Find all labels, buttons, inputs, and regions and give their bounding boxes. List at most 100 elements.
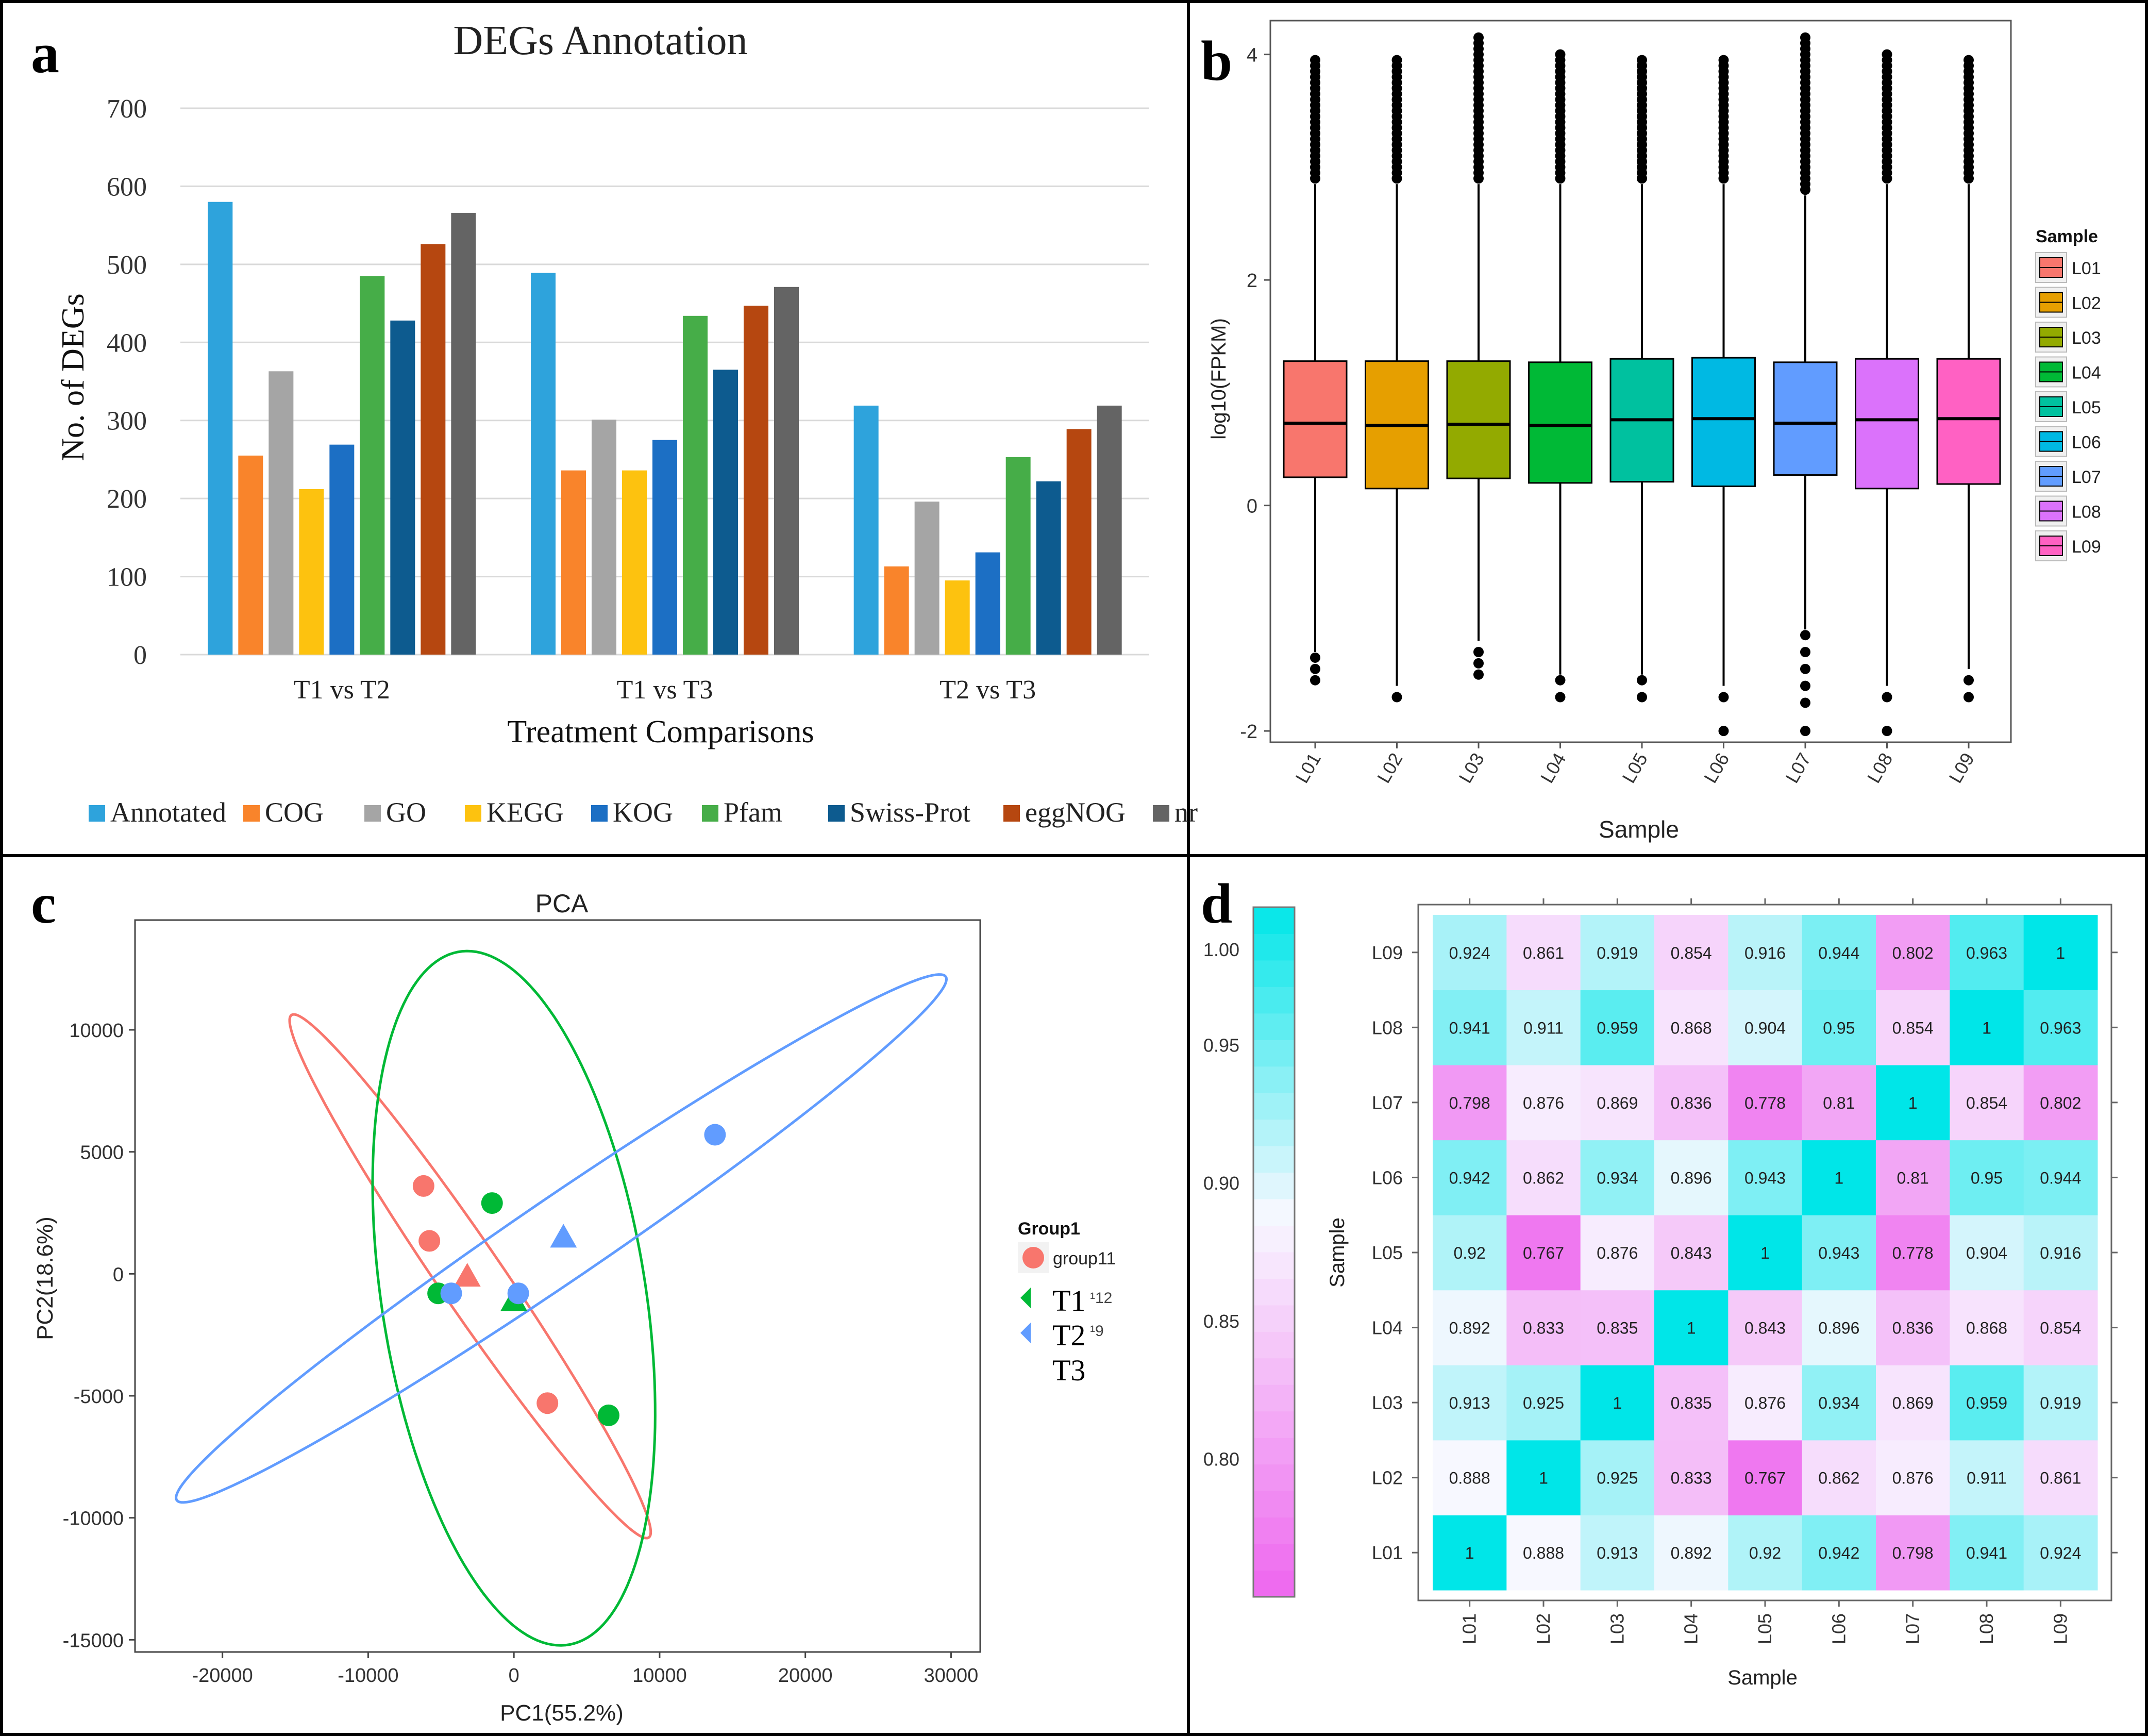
heatmap-cell: [1506, 1365, 1581, 1441]
heatmap-cell: [1654, 1515, 1729, 1591]
heatmap-cell: [1950, 915, 2024, 991]
legend-item: KEGG: [465, 797, 564, 828]
heatmap-cell: [1876, 915, 1950, 991]
legend-label: L03: [2072, 328, 2101, 348]
heatmap-cell: [1802, 1440, 1876, 1515]
legend-item: L01: [2035, 252, 2101, 283]
pca-point-t1: [418, 1230, 441, 1252]
heatmap-cell: [1802, 1290, 1876, 1365]
panel-c-pca: PCA -20000 -10000 0 10000 20000 30000 -15000 -1…: [32, 889, 1116, 1726]
bar-cog: [561, 470, 586, 655]
heatmap-cell: [1728, 1440, 1803, 1515]
heatmap-cell: [1950, 1365, 2024, 1441]
legend-label: Annotated: [110, 797, 226, 828]
heatmap-cell: [1433, 1290, 1507, 1365]
panel-b-boxplot: -2 0 2 4 L01 L02 L03 L04 L05 L06 L07 L08 L09 log10(…: [1207, 20, 2101, 843]
x-tick-label: 20000: [778, 1665, 833, 1687]
heatmap-cell: [1802, 1140, 1876, 1215]
pca-point-t2: [481, 1192, 503, 1214]
heatmap-cell-label: 1: [1465, 1544, 1474, 1562]
legend-marker: [1020, 1323, 1031, 1343]
y-tick-label: L01: [1372, 1542, 1403, 1563]
outlier-point: [1800, 647, 1810, 657]
legend-swatch: [243, 805, 260, 822]
panel-d-heatmap: 0.80 0.85 0.90 0.95 1.00 1 0.888 0.913 0.892 0.9…: [1203, 898, 2118, 1689]
colorbar-step: [1253, 1411, 1295, 1438]
heatmap-cell: [1506, 1065, 1581, 1141]
colorbar-step: [1253, 933, 1295, 961]
legend-label: KEGG: [486, 797, 564, 828]
heatmap-cell-label: 0.876: [1744, 1394, 1786, 1412]
heatmap-cell: [1654, 1290, 1729, 1365]
colorbar-step: [1253, 987, 1295, 1014]
colorbar-step: [1253, 1199, 1295, 1226]
heatmap-cell: [1876, 1290, 1950, 1365]
heatmap-cell: [1506, 1215, 1581, 1291]
chart-d-xlabel: Sample: [1727, 1666, 1798, 1689]
heatmap-cell: [2023, 1440, 2098, 1515]
heatmap-cell-label: 0.833: [1523, 1319, 1564, 1338]
legend-marker: [1020, 1288, 1031, 1308]
outlier-point: [1800, 630, 1810, 641]
legend-title: Sample: [2036, 227, 2098, 246]
outlier-point: [1882, 49, 1892, 60]
heatmap-cell-label: 0.854: [1671, 944, 1712, 962]
heatmap-cell-label: 0.959: [1597, 1019, 1638, 1037]
bar-kegg: [945, 580, 970, 655]
outlier-point: [1882, 726, 1892, 737]
heatmap-cell: [1506, 1140, 1581, 1215]
heatmap-cell: [1728, 990, 1803, 1065]
outlier-point: [1555, 692, 1566, 703]
y-tick-label: 300: [107, 407, 147, 436]
legend-item: L09: [2035, 530, 2101, 561]
legend-item: Annotated: [89, 797, 226, 828]
outlier-point: [1718, 55, 1729, 65]
colorbar-step: [1253, 1146, 1295, 1173]
colorbar-step: [1253, 1544, 1295, 1571]
box-l02: [1365, 55, 1429, 703]
heatmap-cell: [1506, 990, 1581, 1065]
colorbar-step: [1253, 1278, 1295, 1306]
x-tick-label: T2 vs T3: [939, 675, 1036, 705]
bar-swiss-prot: [1036, 481, 1061, 655]
legend-label: Pfam: [724, 797, 782, 828]
legend-label: T3: [1052, 1354, 1085, 1387]
outlier-point: [1800, 726, 1810, 737]
colorbar-step: [1253, 1384, 1295, 1412]
y-tick-label: 200: [107, 485, 147, 514]
bar-pfam: [1005, 457, 1031, 655]
heatmap-cell-label: 0.835: [1671, 1394, 1712, 1412]
outlier-point: [1310, 663, 1320, 674]
heatmap-cell-label: 0.888: [1449, 1469, 1490, 1488]
bar-go: [914, 502, 939, 655]
heatmap-cell: [1433, 1215, 1507, 1291]
y-tick-label: -2: [1240, 721, 1257, 743]
legend-label: L08: [2072, 503, 2101, 522]
heatmap-cell-label: 1: [1834, 1169, 1843, 1187]
legend-item: L05: [2035, 391, 2101, 422]
bar-annotated: [531, 273, 556, 655]
y-tick-label: 10000: [69, 1020, 124, 1042]
heatmap-cell-label: 0.924: [2040, 1544, 2081, 1562]
heatmap-cell-label: 0.778: [1744, 1094, 1786, 1112]
outlier-point: [1310, 652, 1320, 663]
heatmap-cell: [1876, 1140, 1950, 1215]
heatmap-cell: [1580, 1140, 1655, 1215]
pca-point-t3: [550, 1224, 577, 1248]
legend-label: nr: [1174, 797, 1198, 828]
x-tick-label: T1 vs T3: [617, 675, 713, 705]
y-tick-label: 600: [107, 172, 147, 202]
heatmap-cell-label: 0.913: [1597, 1544, 1638, 1562]
pca-point-t2: [597, 1404, 619, 1426]
bar-nr: [774, 287, 799, 655]
legend-item: L04: [2035, 356, 2101, 388]
heatmap-cell-label: 0.943: [1818, 1244, 1859, 1262]
legend-title: Group1: [1018, 1219, 1080, 1239]
bar-kog: [329, 444, 355, 655]
box-l05: [1609, 55, 1674, 703]
panel-letter-d: d: [1201, 872, 1232, 935]
heatmap-cell-label: 0.869: [1597, 1094, 1638, 1112]
y-tick-label: 500: [107, 251, 147, 280]
colorbar-step: [1253, 1040, 1295, 1067]
pca-point-t3: [507, 1282, 529, 1305]
